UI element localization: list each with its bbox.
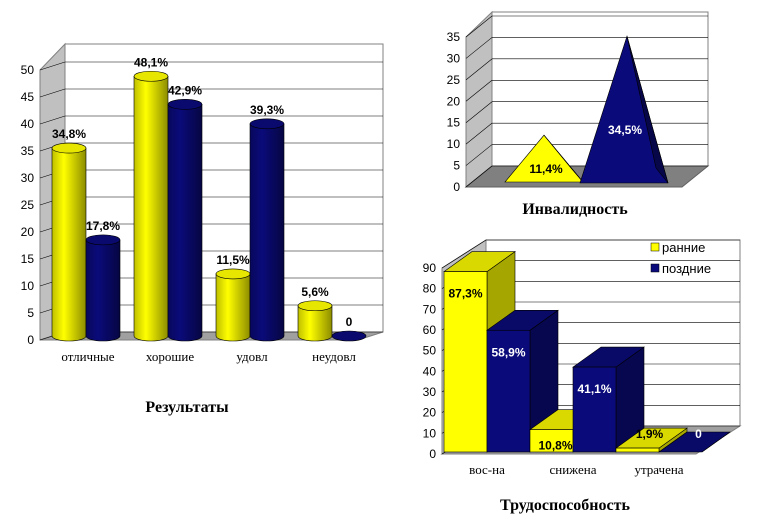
disability-gridline-side [465,165,493,188]
work-title: Трудоспособность [500,497,630,514]
results-bar [249,118,285,342]
results-data-label: 42,9% [168,83,202,97]
disability-gridline-side [465,144,493,166]
results-gridline-side [39,115,66,125]
work-bar [658,431,731,453]
results-y-tick: 40 [21,117,35,131]
legend-swatch-late [650,263,660,273]
work-data-label: 1,9% [636,427,664,441]
results-bar [51,142,87,342]
work-y-tick: 50 [423,344,437,358]
results-title: Результаты [145,399,229,416]
work-bar [572,346,645,453]
results-bar [85,234,121,342]
work-legend: ранние поздние [650,240,711,276]
work-y-tick: 70 [423,302,437,316]
results-bar [133,70,169,342]
work-y-tick: 60 [423,323,437,337]
results-y-tick: 20 [21,225,35,239]
results-bar [167,99,203,342]
results-y-tick: 15 [21,252,35,266]
work-gridline-side [441,239,487,269]
disability-gridline-side [465,15,493,38]
work-category-label: вос-на [469,462,505,477]
results-gridline-side [39,61,66,71]
results-data-label: 17,8% [86,219,120,233]
legend-swatch-early [650,242,660,252]
work-y-tick: 20 [423,406,437,420]
results-data-label: 5,6% [301,285,329,299]
results-y-tick: 5 [27,306,34,320]
work-data-label: 0 [695,427,702,441]
chart-work-capacity: 0 10 20 30 40 50 60 70 80 90 87,3% 58,9% 10,8% 41,1%… [423,239,742,514]
work-y-tick: 10 [423,426,437,440]
work-category-label: снижена [550,462,597,477]
work-y-tick: 40 [423,364,437,378]
legend-label-late: поздние [662,261,711,276]
disability-data-label: 34,5% [608,123,642,137]
disability-pyramid [579,35,669,184]
work-bar [615,427,688,453]
work-y-tick: 30 [423,385,437,399]
disability-gridline-side [465,37,493,59]
disability-y-tick: 25 [447,73,461,87]
results-category-label: отличные [61,349,114,364]
work-y-tick: 90 [423,261,437,275]
disability-gridline-side [465,80,493,102]
work-bar [486,309,559,453]
chart-disability: 0 5 10 15 20 25 30 35 11,4% 34,5% Инвалидность [447,10,710,218]
results-y-tick: 30 [21,171,35,185]
disability-y-tick: 5 [453,159,460,173]
disability-title: Инвалидность [522,201,628,218]
results-data-label: 39,3% [250,103,284,117]
disability-pyramid [504,134,584,183]
work-y-tick: 0 [429,447,436,461]
results-y-tick: 25 [21,198,35,212]
results-bar [331,330,367,342]
work-data-label: 58,9% [491,345,525,359]
disability-y-tick: 15 [447,116,461,130]
disability-gridline-side [465,122,493,145]
disability-y-tick: 35 [447,30,461,44]
results-data-label: 34,8% [52,127,86,141]
work-category-label: утрачена [634,462,683,477]
results-y-tick: 10 [21,279,35,293]
results-data-label: 0 [346,315,353,329]
results-bar [297,300,333,342]
work-y-tick: 80 [423,282,437,296]
chart-results: 0 5 10 15 20 25 30 35 40 45 50 34,8% 17,8% 48,1%42,9… [21,42,384,416]
disability-data-label: 11,4% [529,162,563,176]
disability-gridline-side [465,101,493,123]
results-category-label: удовл [236,349,268,364]
results-category-label: неудовл [312,349,356,364]
work-data-label: 87,3% [448,287,482,301]
results-gridline-side [39,88,66,98]
work-data-label: 10,8% [538,439,572,453]
results-y-tick: 50 [21,63,35,77]
disability-y-tick: 10 [447,137,461,151]
disability-y-tick: 0 [453,180,460,194]
results-y-tick: 45 [21,90,35,104]
results-data-label: 11,5% [216,253,250,267]
results-y-tick: 0 [27,333,34,347]
work-data-label: 41,1% [577,382,611,396]
disability-y-tick: 20 [447,94,461,108]
legend-label-early: ранние [662,240,705,255]
disability-side-wall [465,10,493,189]
disability-y-tick: 30 [447,51,461,65]
results-category-label: хорошие [146,349,194,364]
results-data-label: 48,1% [134,55,168,69]
disability-gridline-side [465,58,493,81]
results-bar [215,268,251,342]
results-y-tick: 35 [21,144,35,158]
